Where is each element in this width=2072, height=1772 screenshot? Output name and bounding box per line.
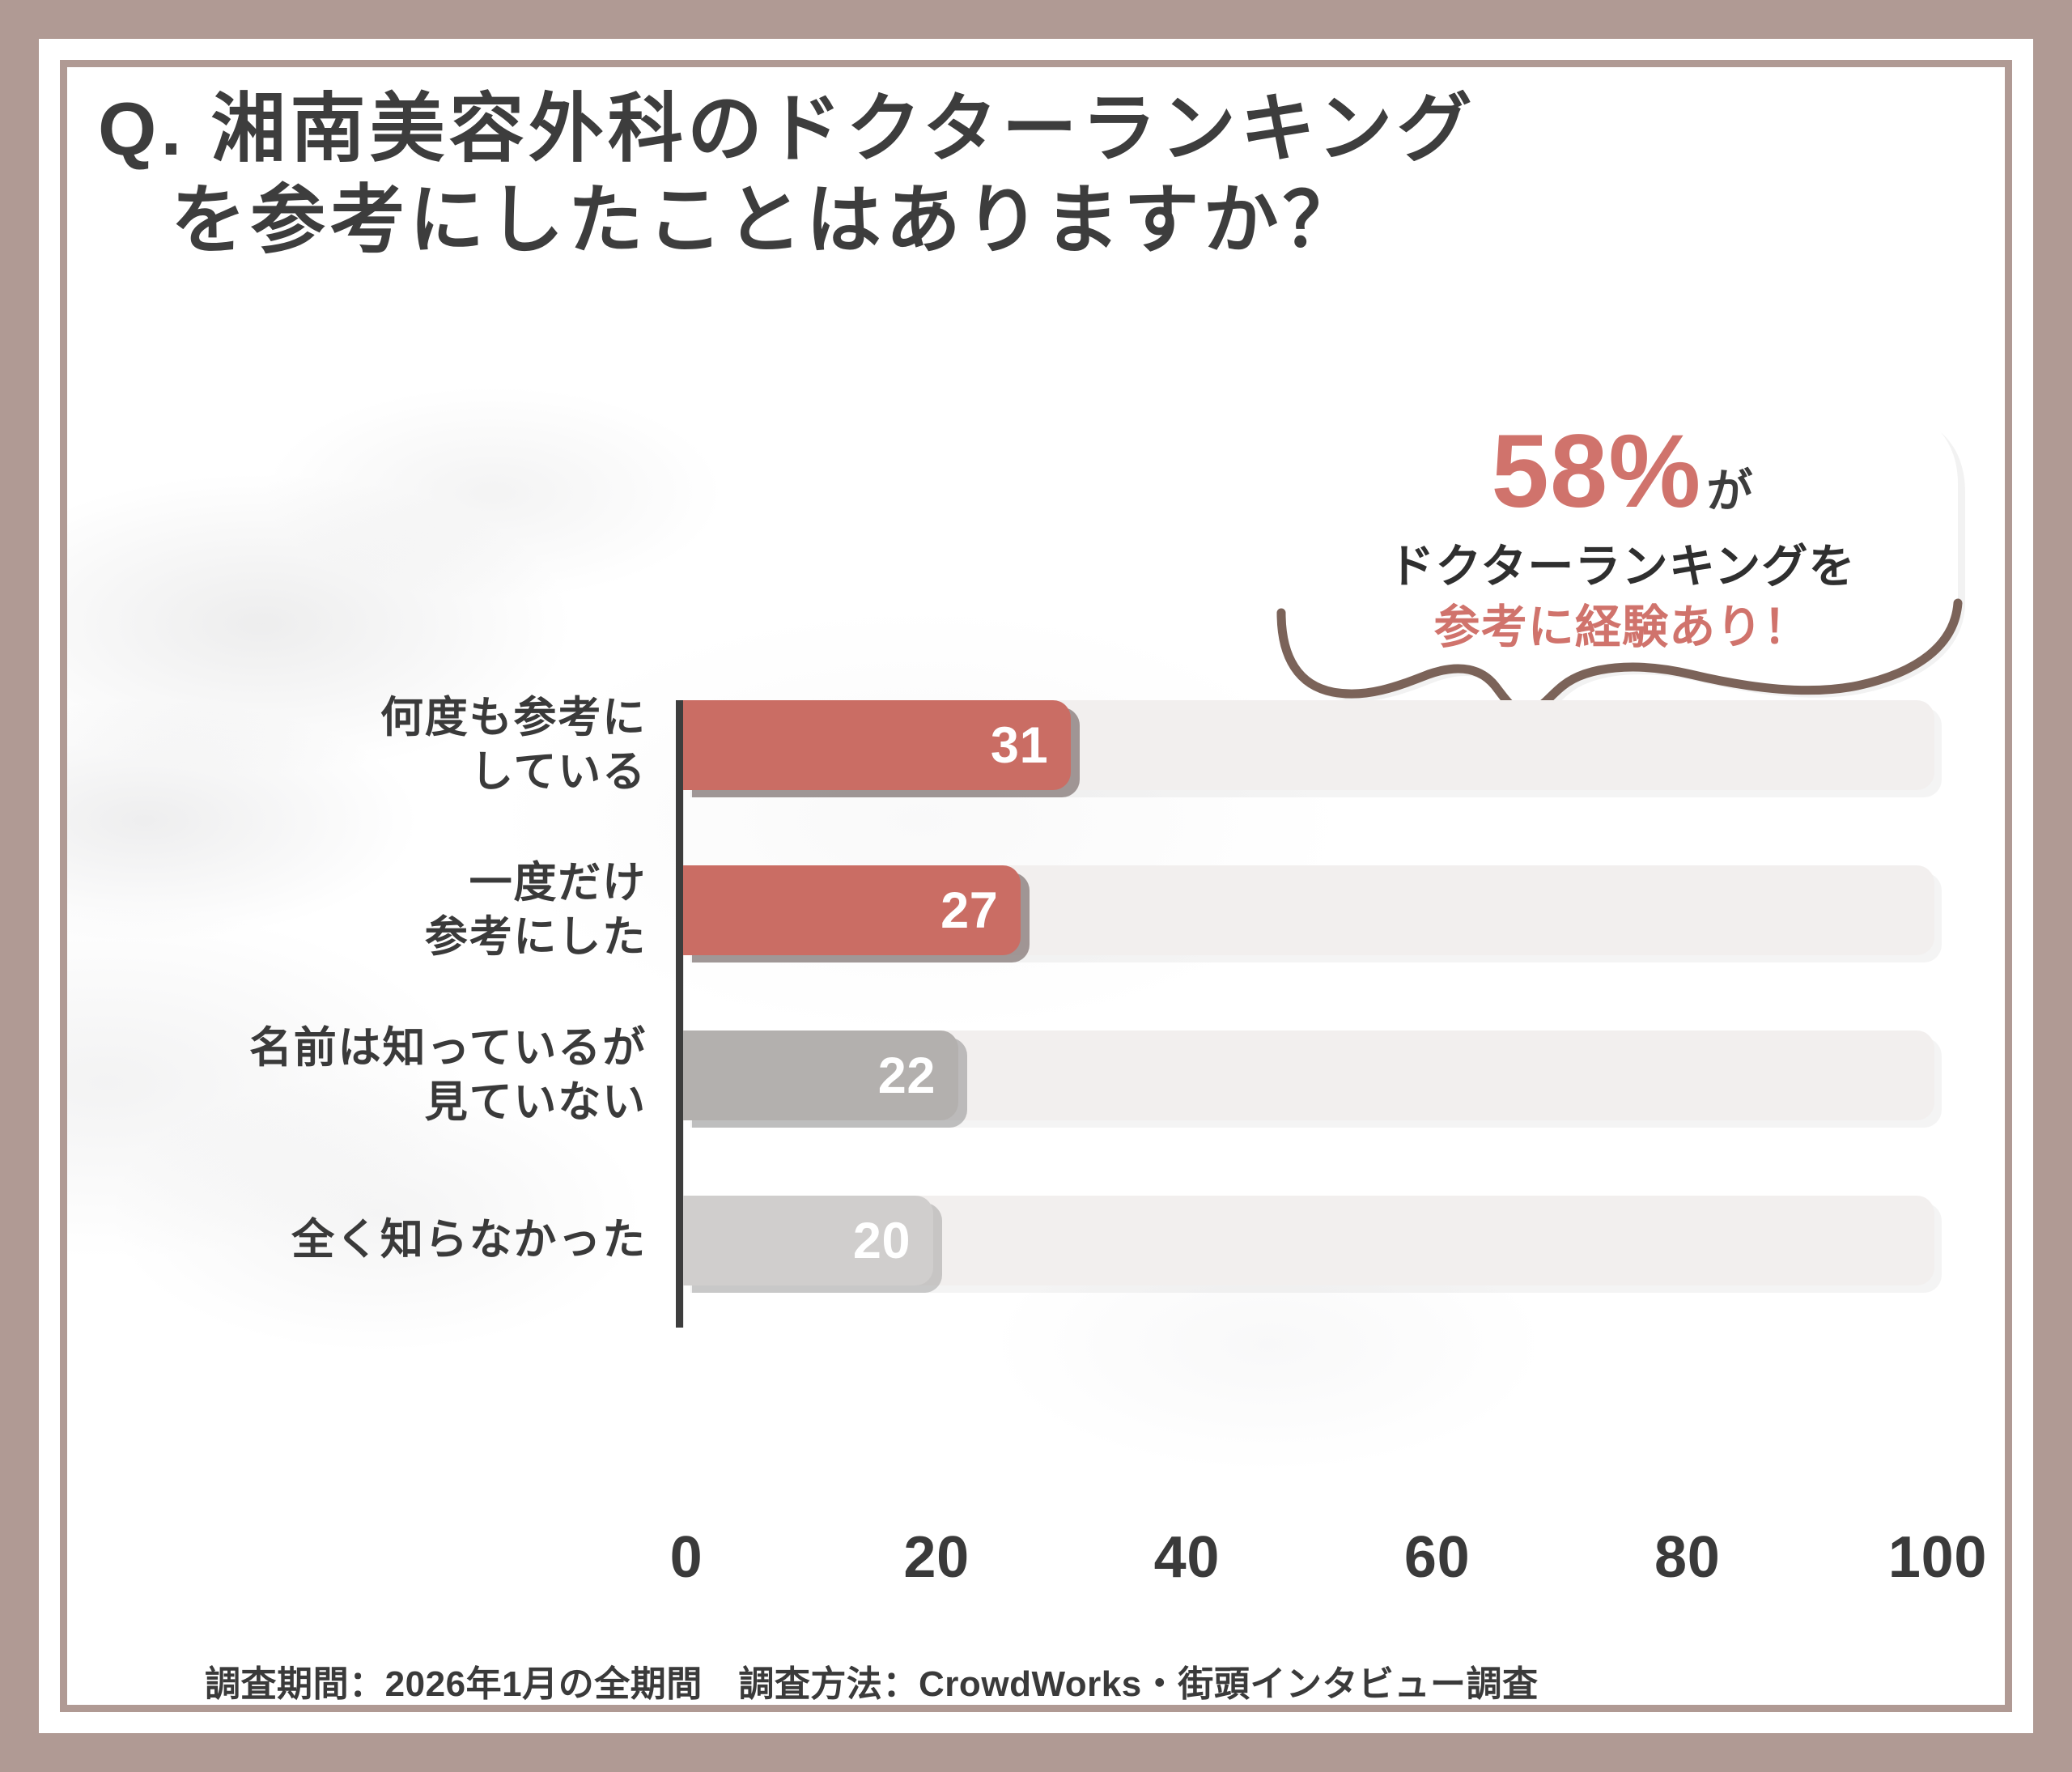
x-axis-tick: 80	[1654, 1525, 1721, 1590]
bar-category-label-line-2: 見ていない	[424, 1077, 647, 1126]
bar-value-label: 22	[877, 1047, 936, 1104]
frame-inner-line	[60, 60, 2012, 1712]
bar-value[interactable]: 22	[683, 1030, 959, 1120]
bar-category-label-line-1: 名前は知っているが	[248, 1023, 647, 1072]
bar-value-label: 20	[852, 1212, 911, 1269]
x-axis-tick: 100	[1887, 1525, 1988, 1590]
table-row: 何度も参考に している 31	[67, 666, 2005, 824]
x-axis-tick: 60	[1403, 1525, 1471, 1590]
x-axis-tick: 20	[903, 1525, 970, 1590]
bar-category-label-line-1: 何度も参考に	[380, 693, 647, 742]
infographic-canvas: Q. 湘南美容外科のドクターランキング を参考にしたことはありますか？ 58%	[67, 67, 2005, 1705]
bar-category-label: 一度だけ 参考にした	[67, 831, 658, 989]
bar-value[interactable]: 31	[683, 700, 1072, 790]
bar-value-label: 27	[940, 882, 999, 939]
callout-text: 58% が ドクターランキングを 参考に経験あり！	[1270, 401, 1974, 692]
bar-category-label-line-1: 一度だけ	[469, 858, 647, 907]
x-axis: 0 20 40 60 80 100	[67, 1524, 2005, 1613]
bar-category-label-line-2: している	[470, 747, 647, 796]
bar-value[interactable]: 20	[683, 1196, 934, 1285]
bar-category-label: 名前は知っているが 見ていない	[67, 996, 658, 1154]
bar-category-label: 全く知らなかった	[67, 1162, 658, 1319]
callout-line-3: 参考に経験あり！	[1433, 601, 1811, 653]
x-axis-tick: 40	[1153, 1525, 1221, 1590]
bar-value[interactable]: 27	[683, 865, 1021, 955]
x-axis-tick: 0	[669, 1525, 703, 1590]
survey-footnote: 調査期間：2026年1月の全期間 調査方法：CrowdWorks・街頭インタビュ…	[205, 1655, 1985, 1705]
page-title: Q. 湘南美容外科のドクターランキング を参考にしたことはありますか？	[87, 83, 1916, 267]
table-row: 一度だけ 参考にした 27	[67, 831, 2005, 989]
table-row: 全く知らなかった 20	[67, 1162, 2005, 1319]
title-line-2: を参考にしたことはありますか？	[171, 178, 1362, 263]
bar-chart: 何度も参考に している 31 一度だけ 参考にした 27	[67, 666, 2005, 1476]
bar-value-label: 31	[990, 716, 1049, 774]
table-row: 名前は知っているが 見ていない 22	[67, 996, 2005, 1154]
bar-category-label-line-1: 全く知らなかった	[291, 1216, 647, 1264]
callout-bubble: 58% が ドクターランキングを 参考に経験あり！	[1270, 401, 1974, 749]
bar-category-label-line-2: 参考にした	[424, 912, 647, 961]
callout-percent-suffix: が	[1706, 465, 1753, 517]
bar-category-label: 何度も参考に している	[67, 666, 658, 824]
survey-period-method: 調査期間：2026年1月の全期間 調査方法：CrowdWorks・街頭インタビュ…	[205, 1664, 1539, 1704]
callout-line-2: ドクターランキングを	[1388, 541, 1856, 593]
callout-percent-line: 58% が	[1491, 420, 1752, 524]
callout-percent: 58%	[1491, 414, 1702, 529]
title-line-1: Q. 湘南美容外科のドクターランキング	[98, 87, 1476, 171]
y-axis-line	[676, 700, 683, 1328]
